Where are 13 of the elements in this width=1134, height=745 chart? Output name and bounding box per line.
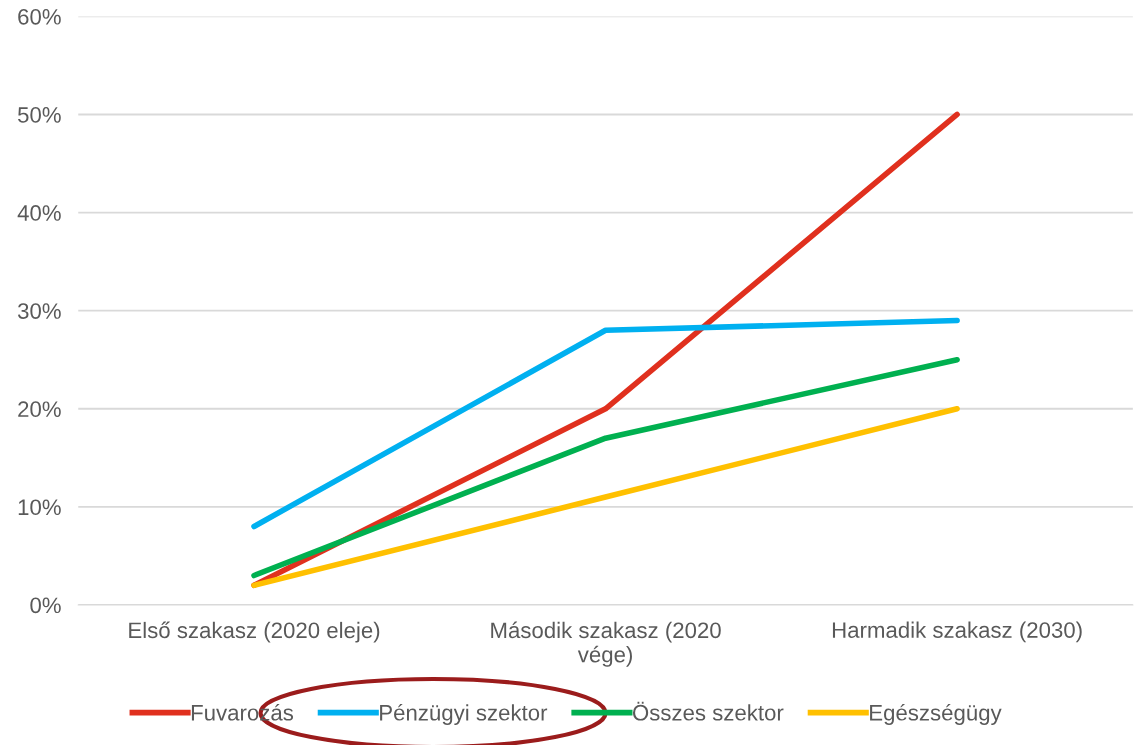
y-tick-label: 40% [17,205,61,221]
y-tick-label: 10% [18,499,61,516]
x-tick-label: Harmadik szakasz (2030) [832,621,1082,643]
legend-label: Összes szektor [632,701,784,721]
x-tick-label: Második szakasz (2020 vége) [491,621,721,667]
legend-label: Egészségügy [870,704,1002,725]
y-tick-label: 50% [17,107,61,123]
legend-label: Pénzügyi szektor [380,704,548,725]
y-tick-label: 60% [18,8,61,25]
y-tick-label: 20% [18,401,61,418]
y-tick-label: 0% [30,597,61,614]
y-tick-label: 30% [17,303,61,319]
x-tick-label: Első szakasz (2020 eleje) [129,621,380,643]
